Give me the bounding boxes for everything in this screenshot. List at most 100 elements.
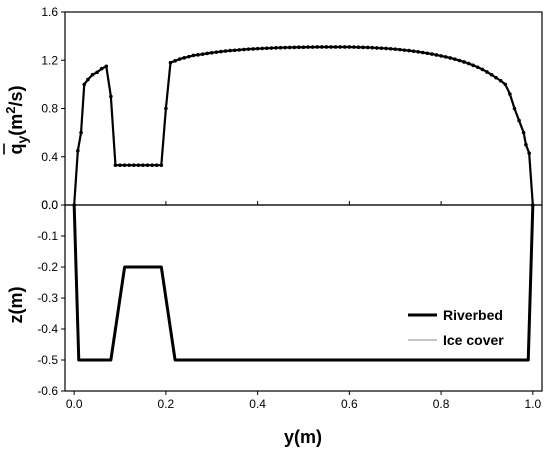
bottom-y-tick-label: -0.6 (37, 384, 58, 398)
top-series-point (503, 82, 508, 87)
top-series-point (457, 58, 462, 63)
top-series-point (347, 45, 352, 49)
top-series-point (200, 52, 205, 57)
top-series-point (131, 163, 136, 167)
bottom-plot-frame (64, 204, 543, 392)
riverbed-line (72, 204, 535, 362)
top-series-point (453, 57, 457, 61)
top-series-point (448, 56, 453, 60)
top-y-label-sub: y (14, 136, 30, 144)
top-series-point (109, 94, 113, 99)
top-series-point (480, 67, 485, 72)
top-series-point (196, 53, 200, 57)
top-series-point (306, 45, 310, 49)
top-series-point (443, 55, 448, 59)
top-series-point (521, 130, 526, 135)
top-series-point (274, 46, 278, 50)
top-series-point (425, 51, 430, 56)
top-series-point (205, 51, 209, 56)
top-y-label-q: q (6, 144, 26, 155)
top-series-point (164, 106, 168, 111)
top-series-point (136, 163, 141, 167)
top-series-point (283, 45, 287, 50)
top-series-point (338, 45, 342, 49)
top-series-point (292, 45, 297, 50)
top-series-point (191, 53, 196, 58)
bottom-y-tick-label: -0.5 (37, 353, 58, 367)
legend: Riverbed Ice cover (408, 307, 504, 348)
top-series-point (223, 49, 228, 53)
top-series-point (388, 46, 393, 51)
top-series-point (370, 45, 375, 50)
top-series-point (393, 47, 398, 51)
top-y-ticks: 0.0 0.4 0.8 1.2 1.6 (41, 5, 65, 212)
top-series-point (475, 65, 480, 70)
top-series-point (141, 163, 145, 167)
top-series-point (214, 50, 219, 54)
top-series-point (342, 45, 347, 49)
top-series-point (411, 49, 416, 54)
top-series-point (187, 54, 191, 59)
top-plot-frame (64, 11, 543, 206)
top-series-point (407, 48, 411, 53)
x-tick-label: 0.6 (341, 397, 358, 411)
top-panel: 0.0 0.4 0.8 1.2 1.6 qy(m2/s) (3, 5, 543, 212)
top-series-point (177, 57, 182, 61)
top-series-point (127, 163, 132, 167)
top-series-point (333, 45, 338, 49)
top-series-point (86, 77, 90, 82)
x-tick-label: 0.2 (158, 397, 175, 411)
top-series-point (145, 163, 150, 167)
top-series-group (72, 45, 535, 207)
top-series-point (489, 72, 494, 77)
top-series-point (512, 106, 517, 111)
top-series-point (150, 163, 154, 167)
top-series-point (329, 45, 333, 49)
top-series-point (278, 45, 283, 50)
top-series-point (485, 70, 489, 74)
top-series-point (379, 46, 384, 50)
bottom-y-tick-label: -0.2 (37, 260, 58, 274)
top-series-point (416, 50, 420, 54)
top-series-point (113, 163, 118, 167)
top-series-point (95, 70, 99, 75)
top-series-point (246, 47, 251, 51)
top-series-point (154, 163, 159, 167)
top-series-point (494, 75, 498, 80)
top-series-point (320, 45, 324, 49)
x-axis-label: y(m) (284, 427, 322, 447)
top-series-point (255, 46, 260, 51)
top-series-point (173, 59, 177, 63)
top-series-point (260, 46, 265, 51)
bottom-x-ticks: 0.0 0.2 0.4 0.6 0.8 1.0 (66, 201, 541, 411)
x-tick-label: 0.8 (433, 397, 450, 411)
bottom-y-ticks: -0.6 -0.5 -0.4 -0.3 -0.2 -0.1 0.0 (37, 198, 65, 398)
top-series-point (471, 63, 476, 68)
top-y-axis-label: qy(m2/s) (3, 85, 30, 154)
top-series-point (361, 45, 365, 50)
top-series-point (375, 46, 379, 50)
top-series-point (251, 47, 255, 51)
top-series-point (219, 49, 223, 54)
top-y-tick-label: 0.4 (41, 150, 58, 164)
top-series-point (517, 118, 521, 123)
top-series-point (76, 148, 80, 153)
bottom-y-axis-label: z(m) (6, 287, 26, 324)
top-series-point (462, 60, 466, 64)
x-tick-label: 0.4 (249, 397, 266, 411)
top-series-point (365, 45, 370, 50)
top-series-point (79, 130, 83, 135)
top-series-line (73, 45, 534, 206)
bottom-y-tick-label: -0.1 (37, 229, 58, 243)
top-series-point (265, 46, 269, 50)
top-series-point (159, 163, 164, 167)
top-y-tick-label: 0.8 (41, 102, 58, 116)
top-series-point (297, 45, 301, 50)
top-y-tick-label: 1.6 (41, 5, 58, 19)
bottom-y-tick-label: 0.0 (41, 198, 58, 212)
top-series-point (324, 45, 329, 49)
top-y-tick-label: 1.2 (41, 53, 58, 67)
top-series-point (402, 48, 407, 52)
top-series-point (122, 163, 127, 167)
